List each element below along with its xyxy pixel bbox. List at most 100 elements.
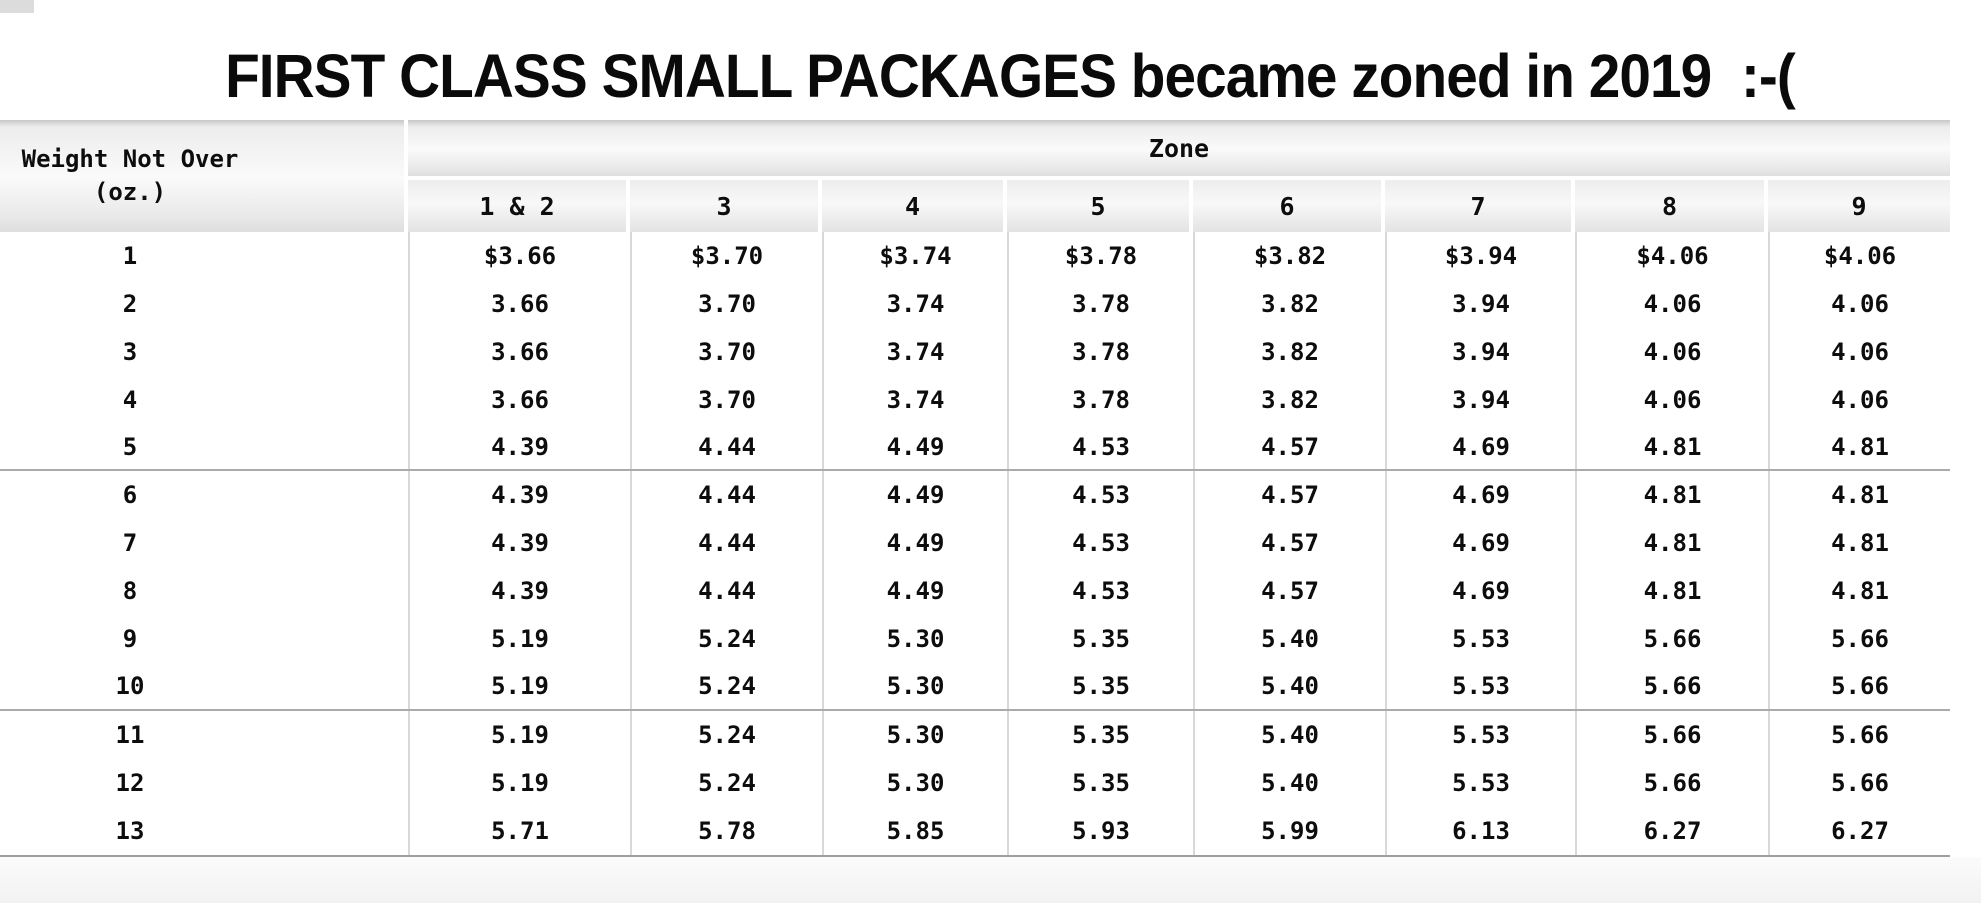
rate-cell-zone-3: $3.70: [630, 232, 822, 280]
rate-cell-zone-9: 4.81: [1768, 423, 1950, 470]
rate-cell-zone-9: 4.81: [1768, 519, 1950, 568]
table-row: 3 3.66 3.70 3.74 3.78 3.82 3.94 4.06 4.0…: [0, 327, 1950, 376]
rate-cell-zone-5: 5.35: [1007, 615, 1193, 664]
weight-cell: 3: [0, 328, 408, 376]
rate-cell-zone-9: 5.66: [1768, 615, 1950, 664]
rate-cell-zone-8: 4.06: [1575, 327, 1768, 376]
weight-cell: 13: [0, 807, 408, 855]
weight-value: 13: [115, 816, 145, 845]
rate-cell-zone-7: 5.53: [1385, 615, 1575, 664]
rate-cell-zone-5: 4.53: [1007, 471, 1193, 520]
rate-cell-zone-8: 5.66: [1575, 663, 1768, 709]
rate-cell-zone-4: 3.74: [822, 279, 1007, 328]
rate-cell-zone-8: 5.66: [1575, 615, 1768, 664]
rate-cell-zone-1-2: 5.19: [408, 615, 630, 664]
rate-cell-zone-9: 4.81: [1768, 471, 1950, 520]
rate-cell-zone-3: 3.70: [630, 279, 822, 328]
rate-cell-zone-4: 3.74: [822, 327, 1007, 376]
rate-cell-zone-9: 4.06: [1768, 375, 1950, 424]
weight-header-line1: Weight Not Over: [21, 145, 239, 173]
rate-cell-zone-9: 5.66: [1768, 710, 1950, 759]
table-row: 6 4.39 4.44 4.49 4.53 4.57 4.69 4.81 4.8…: [0, 471, 1950, 520]
weight-cell: 12: [0, 759, 408, 807]
weight-cell: 11: [0, 711, 408, 759]
rate-cell-zone-5: 5.93: [1007, 806, 1193, 855]
rate-cell-zone-7: 5.53: [1385, 758, 1575, 807]
rate-cell-zone-5: $3.78: [1007, 232, 1193, 280]
rate-cell-zone-1-2: 5.19: [408, 758, 630, 807]
rate-cell-zone-7: 5.53: [1385, 710, 1575, 759]
rate-cell-zone-1-2: 3.66: [408, 279, 630, 328]
rate-cell-zone-1-2: $3.66: [408, 232, 630, 280]
rate-cell-zone-9: $4.06: [1768, 232, 1950, 280]
rate-cell-zone-8: 5.66: [1575, 710, 1768, 759]
rate-cell-zone-9: 4.06: [1768, 279, 1950, 328]
rate-cell-zone-7: 3.94: [1385, 327, 1575, 376]
weight-cell: 2: [0, 280, 408, 328]
rate-cell-zone-1-2: 5.71: [408, 806, 630, 855]
rate-cell-zone-5: 3.78: [1007, 327, 1193, 376]
weight-cell: 6: [0, 471, 408, 519]
zone-columns-row: 1 & 2 3 4 5 6 7 8 9: [408, 180, 1950, 232]
rate-cell-zone-8: $4.06: [1575, 232, 1768, 280]
table-row: 11 5.19 5.24 5.30 5.35 5.40 5.53 5.66 5.…: [0, 710, 1950, 759]
rate-cell-zone-7: 6.13: [1385, 806, 1575, 855]
table-row: 5 4.39 4.44 4.49 4.53 4.57 4.69 4.81 4.8…: [0, 423, 1950, 472]
zone-column-header-9: 9: [1768, 180, 1950, 232]
rate-cell-zone-8: 4.06: [1575, 375, 1768, 424]
rate-cell-zone-6: 3.82: [1193, 327, 1385, 376]
zone-column-header-3: 3: [630, 180, 818, 232]
table-body: 1 $3.66 $3.70 $3.74 $3.78 $3.82 $3.94 $4…: [0, 232, 1950, 857]
rate-cell-zone-9: 4.06: [1768, 327, 1950, 376]
rate-cell-zone-3: 4.44: [630, 567, 822, 616]
weight-value: 7: [122, 529, 138, 558]
rate-cell-zone-6: 5.40: [1193, 615, 1385, 664]
rate-cell-zone-7: $3.94: [1385, 232, 1575, 280]
rate-cell-zone-6: 3.82: [1193, 375, 1385, 424]
rate-cell-zone-1-2: 4.39: [408, 423, 630, 470]
rate-cell-zone-9: 6.27: [1768, 806, 1950, 855]
rate-cell-zone-5: 5.35: [1007, 663, 1193, 709]
table-header: Weight Not Over (oz.) Zone 1 & 2 3 4 5 6…: [0, 120, 1950, 232]
zone-column-header-4: 4: [822, 180, 1003, 232]
rate-cell-zone-4: 5.30: [822, 710, 1007, 759]
rate-cell-zone-6: 5.99: [1193, 806, 1385, 855]
weight-cell: 7: [0, 519, 408, 567]
rate-cell-zone-9: 5.66: [1768, 663, 1950, 709]
rate-cell-zone-3: 5.24: [630, 758, 822, 807]
weight-value: 10: [115, 671, 145, 700]
weight-header-line2: (oz.): [93, 178, 167, 206]
rate-table: Weight Not Over (oz.) Zone 1 & 2 3 4 5 6…: [0, 120, 1950, 857]
rate-cell-zone-3: 4.44: [630, 423, 822, 470]
rate-cell-zone-4: 4.49: [822, 423, 1007, 470]
rate-cell-zone-8: 4.81: [1575, 567, 1768, 616]
table-row: 12 5.19 5.24 5.30 5.35 5.40 5.53 5.66 5.…: [0, 758, 1950, 807]
rate-cell-zone-4: 5.30: [822, 615, 1007, 664]
rate-cell-zone-4: 5.85: [822, 806, 1007, 855]
rate-cell-zone-3: 5.24: [630, 615, 822, 664]
rate-cell-zone-4: 3.74: [822, 375, 1007, 424]
rate-cell-zone-7: 4.69: [1385, 423, 1575, 470]
rate-cell-zone-6: 5.40: [1193, 663, 1385, 709]
rate-cell-zone-7: 4.69: [1385, 519, 1575, 568]
weight-value: 11: [115, 720, 145, 749]
rate-cell-zone-5: 5.35: [1007, 758, 1193, 807]
rate-cell-zone-3: 4.44: [630, 519, 822, 568]
table-row: 1 $3.66 $3.70 $3.74 $3.78 $3.82 $3.94 $4…: [0, 232, 1950, 280]
rate-cell-zone-5: 3.78: [1007, 279, 1193, 328]
weight-header-cell: Weight Not Over (oz.): [0, 120, 404, 232]
zone-column-header-5: 5: [1007, 180, 1189, 232]
rate-cell-zone-6: $3.82: [1193, 232, 1385, 280]
weight-value: 5: [122, 432, 138, 461]
rate-cell-zone-8: 5.66: [1575, 758, 1768, 807]
zone-column-header-8: 8: [1575, 180, 1764, 232]
weight-value: 4: [122, 385, 138, 414]
rate-cell-zone-4: 4.49: [822, 519, 1007, 568]
rate-cell-zone-9: 5.66: [1768, 758, 1950, 807]
rate-cell-zone-3: 5.24: [630, 710, 822, 759]
rate-cell-zone-4: 4.49: [822, 567, 1007, 616]
rate-cell-zone-4: 5.30: [822, 758, 1007, 807]
rate-cell-zone-8: 4.81: [1575, 519, 1768, 568]
table-row: 4 3.66 3.70 3.74 3.78 3.82 3.94 4.06 4.0…: [0, 375, 1950, 424]
